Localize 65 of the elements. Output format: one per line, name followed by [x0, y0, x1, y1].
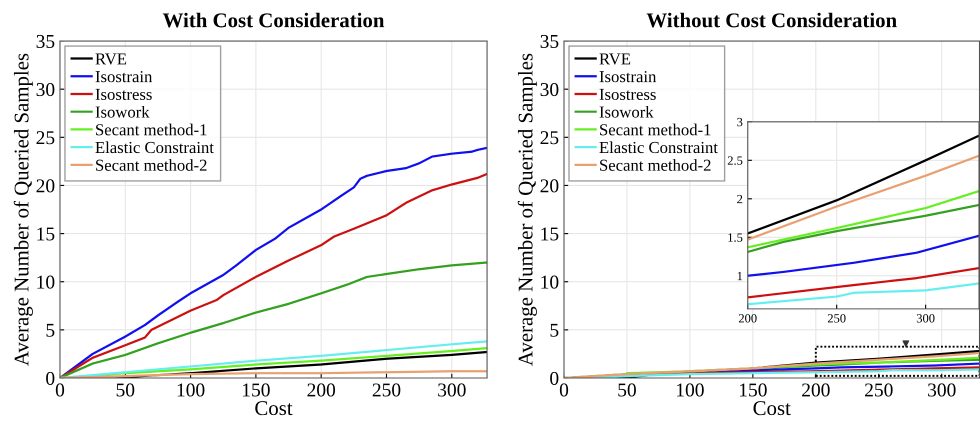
x-tick-label: 300	[438, 383, 466, 397]
x-tick-label: 250	[372, 383, 400, 397]
line-series	[748, 134, 980, 235]
legend-label: RVE	[95, 53, 126, 65]
y-tick-label: 2.5	[728, 156, 742, 165]
y-tick-label: 15	[541, 228, 558, 241]
x-tick-label: 50	[618, 383, 636, 397]
legend-label: Isostress	[600, 88, 656, 100]
line-series	[748, 266, 980, 298]
legend-label: Isostress	[96, 88, 152, 100]
y-tick-label: 25	[36, 131, 54, 144]
x-tick-label: 200	[802, 383, 830, 397]
y-tick-label: 1	[738, 272, 742, 280]
y-tick-label: 1.5	[728, 233, 742, 242]
x-tick-label: 200	[738, 314, 757, 323]
x-tick-label: 150	[740, 383, 767, 397]
y-axis-title: Average Number of Queried Samples	[518, 54, 537, 366]
legend-label: Secant method-2	[600, 159, 711, 171]
x-tick-label: 300	[928, 383, 956, 397]
legend-label: Secant method-1	[600, 124, 710, 136]
y-tick-label: 30	[540, 82, 558, 96]
line-series	[748, 190, 980, 248]
line-series	[748, 154, 980, 241]
x-tick-label: 150	[243, 383, 270, 397]
x-tick-label: 250	[865, 383, 893, 397]
legend-label: Secant method-2	[96, 159, 207, 171]
y-tick-label: 35	[540, 34, 558, 48]
y-tick-label: 0	[550, 372, 558, 385]
line-series	[748, 282, 980, 306]
legend-label: Elastic Constraint	[599, 141, 718, 154]
y-tick-label: 0	[46, 372, 54, 385]
legend-label: Secant method-1	[96, 124, 206, 136]
legend-label: Isostrain	[96, 71, 152, 82]
x-axis-title: Cost	[754, 401, 791, 416]
x-tick-label: 200	[307, 383, 336, 397]
legend-label: Isostrain	[600, 71, 656, 82]
y-tick-label: 3	[737, 118, 742, 126]
legend-label: Elastic Constraint	[95, 141, 214, 154]
y-tick-label: 10	[37, 276, 54, 289]
line-series	[748, 234, 980, 277]
x-tick-label: 100	[677, 383, 704, 397]
x-tick-label: 0	[56, 383, 64, 397]
chart-title: With Cost Consideration	[162, 12, 384, 28]
legend-label: Isowork	[600, 106, 654, 118]
y-tick-label: 5	[46, 324, 54, 337]
chart-title: Without Cost Consideration	[646, 12, 897, 28]
x-tick-label: 50	[116, 383, 134, 397]
x-tick-label: 0	[560, 383, 568, 397]
line-series	[748, 204, 980, 254]
legend-label: RVE	[599, 53, 630, 65]
y-tick-label: 20	[540, 179, 558, 192]
y-tick-label: 10	[541, 276, 558, 289]
y-tick-label: 25	[540, 131, 558, 144]
y-tick-label: 35	[36, 34, 54, 48]
y-tick-label: 30	[36, 82, 54, 96]
y-tick-label: 2	[737, 194, 742, 204]
x-tick-label: 250	[828, 314, 846, 323]
y-axis-title: Average Number of Queried Samples	[14, 54, 33, 366]
y-tick-label: 5	[550, 324, 558, 337]
y-tick-label: 15	[37, 228, 54, 241]
y-tick-label: 20	[36, 179, 54, 192]
x-tick-label: 100	[178, 383, 204, 397]
x-axis-title: Cost	[255, 401, 292, 416]
legend-label: Isowork	[96, 106, 150, 118]
x-tick-label: 300	[916, 314, 935, 323]
